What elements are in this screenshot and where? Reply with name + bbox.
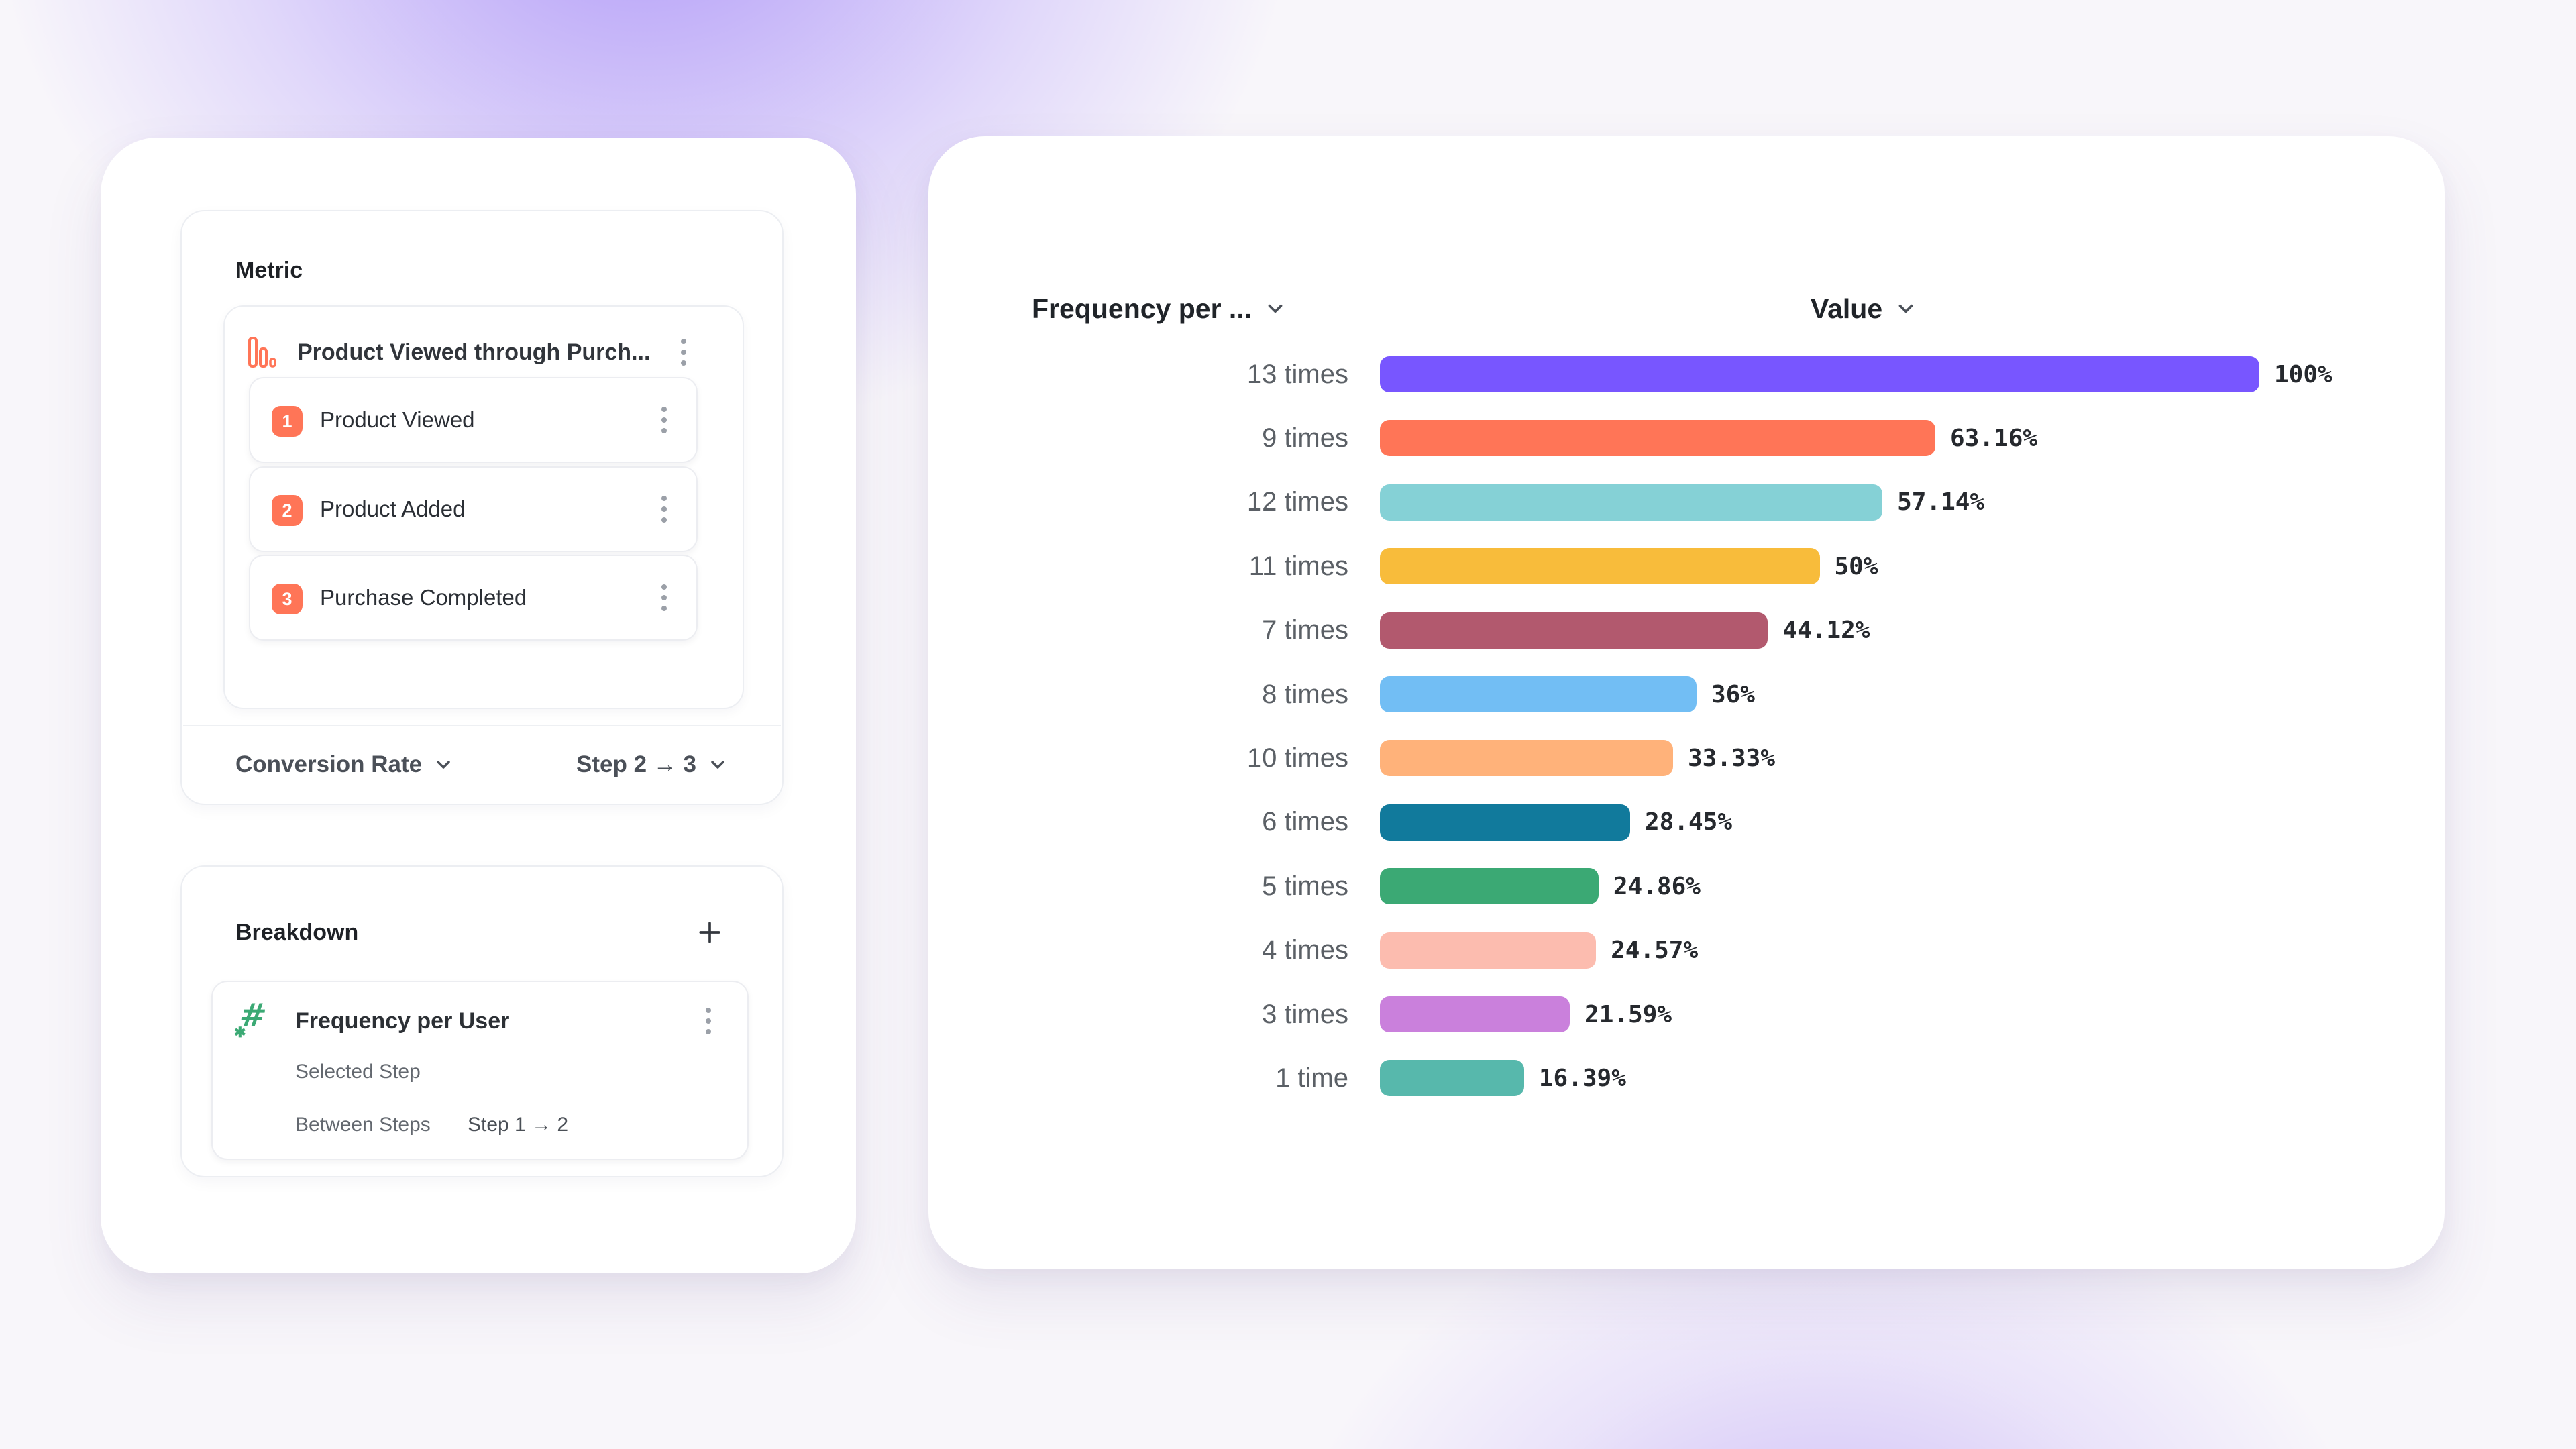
chevron-down-icon bbox=[1268, 304, 1283, 313]
chart-row: 6 times 28.45% bbox=[928, 790, 2445, 855]
kebab-menu-icon[interactable] bbox=[657, 489, 671, 529]
bar-value-label: 36% bbox=[1711, 680, 1755, 708]
bar-value-label: 24.57% bbox=[1611, 936, 1699, 965]
chart-row: 8 times 36% bbox=[928, 662, 2445, 727]
funnel-step-row[interactable]: 2 Product Added bbox=[249, 466, 698, 552]
metric-section-title: Metric bbox=[235, 258, 303, 283]
chevron-down-icon bbox=[711, 761, 724, 769]
funnel-step-row[interactable]: 1 Product Viewed bbox=[249, 377, 698, 463]
bar-category-label: 4 times bbox=[1262, 935, 1348, 965]
bar[interactable] bbox=[1380, 356, 2259, 392]
conversion-row: Conversion Rate Step 2 → 3 bbox=[235, 726, 729, 804]
bar-value-label: 63.16% bbox=[1950, 424, 2038, 452]
bar[interactable] bbox=[1380, 804, 1630, 841]
breakdown-item-title: Frequency per User bbox=[295, 1008, 510, 1034]
category-column-label: Frequency per ... bbox=[1032, 292, 1252, 324]
step-label: Product Added bbox=[320, 496, 466, 521]
between-steps-value: Step 1 → 2 bbox=[468, 1114, 569, 1136]
conversion-rate-label: Conversion Rate bbox=[235, 751, 423, 777]
numeric-property-icon: # ✱ bbox=[234, 997, 269, 1040]
value-column-label: Value bbox=[1811, 292, 1883, 324]
chart-row: 10 times 33.33% bbox=[928, 726, 2445, 790]
bar-value-label: 28.45% bbox=[1644, 808, 1733, 837]
kebab-menu-icon[interactable] bbox=[702, 1001, 715, 1041]
bar-category-label: 10 times bbox=[1246, 743, 1348, 773]
funnel-step-row[interactable]: 3 Purchase Completed bbox=[249, 555, 698, 641]
bar-value-label: 24.86% bbox=[1613, 872, 1701, 900]
breakdown-section-title: Breakdown bbox=[235, 920, 359, 945]
step-number-badge: 2 bbox=[272, 495, 303, 526]
chart-row: 12 times 57.14% bbox=[928, 470, 2445, 535]
breakdown-item[interactable]: # ✱ Frequency per User Selected Step Betw… bbox=[211, 981, 749, 1160]
bar-category-label: 13 times bbox=[1246, 359, 1348, 389]
query-builder-card: Metric Product Viewed through Purch... 1… bbox=[101, 138, 856, 1273]
bar-category-label: 8 times bbox=[1262, 679, 1348, 709]
bar-value-label: 33.33% bbox=[1687, 744, 1775, 772]
bar-category-label: 3 times bbox=[1262, 999, 1348, 1029]
bar-chart: 13 times 100% 9 times 63.16% 12 times 57.14% 1… bbox=[928, 136, 2445, 1269]
divider bbox=[183, 724, 781, 726]
step-range-label: Step 2 → 3 bbox=[576, 751, 696, 777]
chart-card: Frequency per ... Value 13 times 100% 9 ti… bbox=[928, 136, 2445, 1269]
step-number-badge: 1 bbox=[272, 406, 303, 437]
bar-value-label: 21.59% bbox=[1585, 1000, 1672, 1028]
bar-category-label: 1 time bbox=[1275, 1063, 1348, 1093]
chart-row: 7 times 44.12% bbox=[928, 598, 2445, 663]
chart-row: 13 times 100% bbox=[928, 342, 2445, 407]
bar[interactable] bbox=[1380, 996, 1570, 1032]
chart-row: 1 time 16.39% bbox=[928, 1046, 2445, 1110]
bar[interactable] bbox=[1380, 676, 1697, 712]
kebab-menu-icon[interactable] bbox=[657, 400, 671, 440]
bar-category-label: 7 times bbox=[1262, 615, 1348, 645]
funnel-definition-box: Product Viewed through Purch... 1 Produc… bbox=[223, 305, 744, 709]
kebab-menu-icon[interactable] bbox=[677, 332, 690, 372]
chevron-down-icon bbox=[437, 761, 450, 769]
step-number-badge: 3 bbox=[272, 584, 303, 614]
bar-value-label: 44.12% bbox=[1782, 616, 1870, 645]
bar[interactable] bbox=[1380, 932, 1597, 969]
bar[interactable] bbox=[1380, 1060, 1524, 1097]
bar[interactable] bbox=[1380, 612, 1768, 649]
chart-row: 11 times 50% bbox=[928, 534, 2445, 598]
value-column-header[interactable]: Value bbox=[1811, 288, 1917, 329]
bar-value-label: 57.14% bbox=[1897, 488, 1985, 517]
step-label: Purchase Completed bbox=[320, 585, 527, 610]
bar-category-label: 9 times bbox=[1262, 423, 1348, 453]
step-range-dropdown[interactable]: Step 2 → 3 bbox=[576, 751, 729, 778]
conversion-rate-dropdown[interactable]: Conversion Rate bbox=[235, 751, 454, 778]
bar-value-label: 50% bbox=[1834, 552, 1878, 580]
selected-step-label: Selected Step bbox=[295, 1061, 421, 1083]
funnel-header[interactable]: Product Viewed through Purch... bbox=[225, 307, 743, 398]
bar-value-label: 100% bbox=[2274, 360, 2332, 388]
bar[interactable] bbox=[1380, 420, 1936, 457]
chart-row: 5 times 24.86% bbox=[928, 854, 2445, 918]
bar[interactable] bbox=[1380, 484, 1883, 521]
bar-category-label: 5 times bbox=[1262, 871, 1348, 901]
chart-row: 3 times 21.59% bbox=[928, 982, 2445, 1046]
bar-value-label: 16.39% bbox=[1538, 1064, 1626, 1092]
metric-panel: Metric Product Viewed through Purch... 1… bbox=[180, 210, 784, 805]
breakdown-panel: Breakdown # ✱ Frequency per User Selected… bbox=[180, 865, 784, 1177]
kebab-menu-icon[interactable] bbox=[657, 578, 671, 618]
bar-category-label: 6 times bbox=[1262, 807, 1348, 837]
bar[interactable] bbox=[1380, 548, 1820, 585]
chart-row: 4 times 24.57% bbox=[928, 918, 2445, 983]
chevron-down-icon bbox=[1898, 304, 1913, 313]
bar[interactable] bbox=[1380, 740, 1673, 777]
bar-category-label: 11 times bbox=[1248, 551, 1348, 581]
bar[interactable] bbox=[1380, 868, 1599, 905]
funnel-chart-icon bbox=[248, 337, 276, 368]
between-steps-label: Between Steps bbox=[295, 1114, 431, 1136]
step-label: Product Viewed bbox=[320, 407, 475, 432]
funnel-name: Product Viewed through Purch... bbox=[297, 339, 651, 365]
bar-category-label: 12 times bbox=[1246, 487, 1348, 517]
add-breakdown-button[interactable] bbox=[695, 918, 724, 947]
chart-row: 9 times 63.16% bbox=[928, 406, 2445, 470]
category-column-header[interactable]: Frequency per ... bbox=[1032, 288, 1287, 329]
